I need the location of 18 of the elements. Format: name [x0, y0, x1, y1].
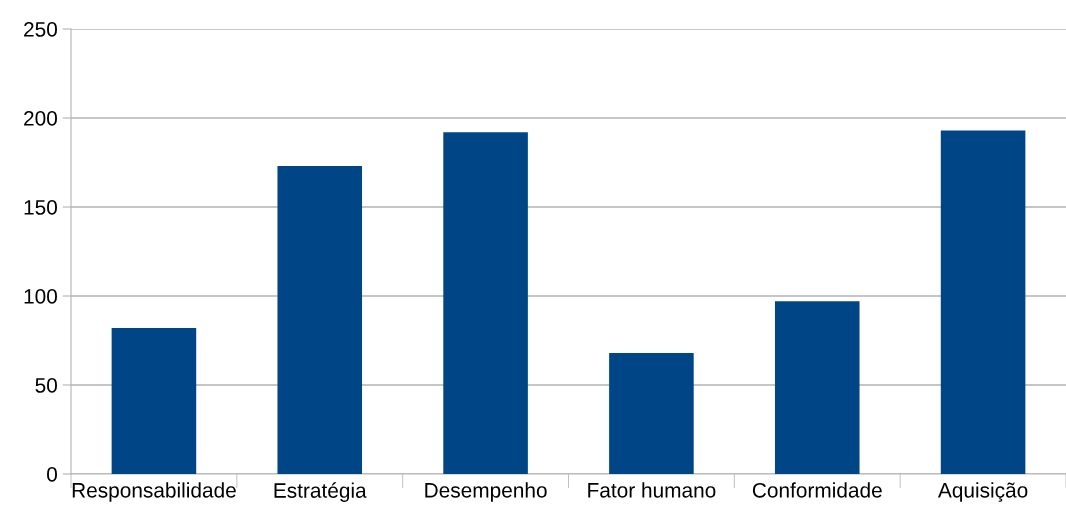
y-tick-label: 0: [47, 467, 57, 482]
bar: [111, 328, 197, 474]
y-tick-label: 100: [24, 289, 57, 304]
bar: [609, 352, 694, 474]
bar: [443, 132, 528, 474]
y-tick-label: 200: [24, 111, 57, 126]
bar: [940, 130, 1026, 474]
bar: [277, 166, 363, 474]
x-tick-label: Responsabilidade: [72, 482, 236, 502]
x-tick-label: Estratégia: [274, 482, 367, 502]
y-tick-label: 250: [24, 22, 57, 37]
bar: [774, 301, 860, 474]
y-tick-label: 50: [35, 378, 57, 393]
y-tick-label: 150: [24, 200, 57, 215]
x-tick-label: Aquisição: [937, 482, 1028, 502]
x-tick-label: Desempenho: [425, 482, 547, 502]
x-tick-label: Fator humano: [588, 482, 716, 498]
x-tick-label: Conformidade: [752, 482, 882, 498]
